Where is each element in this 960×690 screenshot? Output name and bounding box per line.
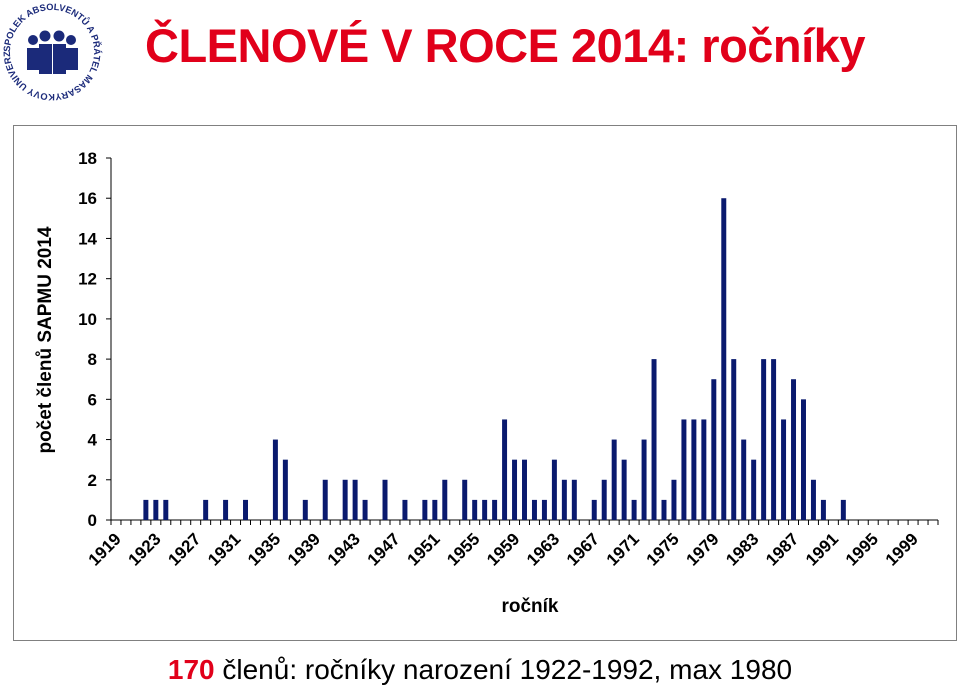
x-tick-label: 1967 — [563, 529, 603, 569]
x-tick-label: 1955 — [443, 529, 483, 569]
y-tick-label: 6 — [88, 390, 97, 409]
y-tick-label: 4 — [88, 431, 98, 450]
bar — [203, 499, 209, 520]
x-tick-label: 1935 — [244, 529, 284, 569]
bar — [462, 479, 468, 520]
bar — [153, 499, 159, 520]
bar — [442, 479, 448, 520]
people-icon — [27, 30, 78, 74]
x-tick-label: 1931 — [204, 529, 244, 569]
x-tick-label: 1919 — [85, 529, 125, 569]
bar — [402, 499, 408, 520]
y-tick-label: 8 — [88, 350, 97, 369]
bar — [282, 459, 288, 520]
x-tick-label: 1987 — [762, 529, 802, 569]
bar — [681, 419, 687, 520]
bar — [143, 499, 149, 520]
bar — [322, 479, 328, 520]
y-tick-label: 14 — [78, 229, 97, 248]
bar — [163, 499, 169, 520]
page-title: ČLENOVÉ V ROCE 2014: ročníky — [145, 19, 865, 72]
member-count: 170 — [167, 654, 215, 685]
x-tick-label: 1923 — [124, 529, 164, 569]
bar — [362, 499, 368, 520]
x-tick-label: 1971 — [603, 529, 643, 569]
bar — [631, 499, 637, 520]
bar — [352, 479, 358, 520]
chart-frame — [13, 125, 957, 641]
bar — [302, 499, 308, 520]
bar — [522, 459, 527, 520]
bar — [741, 439, 747, 520]
summary-caption: 170 členů: ročníky narození 1922-1992, m… — [0, 654, 960, 686]
y-tick-label: 16 — [78, 189, 97, 208]
bar — [482, 499, 488, 520]
bar — [541, 499, 547, 520]
bar — [751, 459, 757, 520]
y-tick-label: 10 — [78, 310, 97, 329]
y-tick-label: 0 — [88, 511, 97, 530]
bar — [731, 359, 737, 520]
bar — [472, 499, 478, 520]
x-tick-label: 1991 — [802, 529, 842, 569]
bar — [661, 499, 667, 520]
x-tick-label: 1999 — [882, 529, 922, 569]
summary-text: členů: ročníky narození 1922-1992, max 1… — [214, 654, 793, 685]
bar — [591, 499, 597, 520]
bar — [512, 459, 518, 520]
bar — [820, 499, 826, 520]
x-axis-title: ročník — [501, 596, 558, 617]
bar — [691, 419, 697, 520]
bar — [701, 419, 707, 520]
bar — [571, 479, 577, 520]
y-tick-label: 12 — [78, 270, 97, 289]
bar — [432, 499, 438, 520]
bar — [761, 359, 767, 520]
y-axis-title: počet členů SAPMU 2014 — [35, 226, 56, 453]
bar — [721, 198, 727, 520]
bar — [651, 359, 657, 520]
bar — [382, 479, 388, 520]
bar — [810, 479, 816, 520]
y-tick-label: 2 — [88, 471, 97, 490]
bar — [531, 499, 537, 520]
bar — [502, 419, 508, 520]
bar — [243, 499, 249, 520]
bar — [800, 399, 806, 520]
x-tick-label: 1951 — [403, 529, 443, 569]
x-tick-label: 1959 — [483, 529, 523, 569]
bar — [492, 499, 498, 520]
x-tick-label: 1983 — [722, 529, 762, 569]
x-tick-label: 1979 — [682, 529, 722, 569]
bar — [791, 379, 797, 520]
bar — [422, 499, 428, 520]
x-tick-label: 1947 — [364, 529, 404, 569]
x-tick-label: 1927 — [164, 529, 204, 569]
x-tick-label: 1939 — [284, 529, 324, 569]
bar — [223, 499, 229, 520]
bar — [561, 479, 567, 520]
bar — [711, 379, 717, 520]
bar — [671, 479, 677, 520]
x-tick-label: 1963 — [523, 529, 563, 569]
bar — [611, 439, 617, 520]
bar — [621, 459, 627, 520]
y-tick-label: 18 — [78, 149, 97, 168]
bar — [272, 439, 278, 520]
bar — [342, 479, 348, 520]
x-tick-label: 1995 — [842, 529, 882, 569]
x-tick-label: 1943 — [324, 529, 364, 569]
x-tick-label: 1975 — [643, 529, 683, 569]
bar — [771, 359, 777, 520]
bar — [551, 459, 557, 520]
bar — [781, 419, 787, 520]
sapmu-logo: SPOLEK ABSOLVENTŮ A PŘÁTEL MASARYKOVY UN… — [0, 0, 103, 102]
bar — [840, 499, 846, 520]
bar — [641, 439, 647, 520]
bar — [601, 479, 607, 520]
